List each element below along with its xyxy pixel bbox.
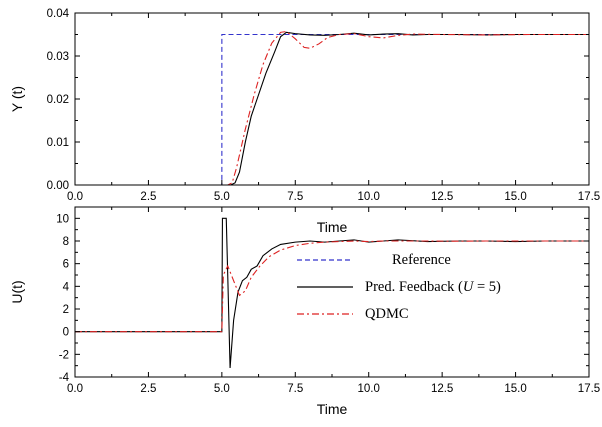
bottom-x-tick-label: 0.0 [67,383,83,395]
bottom-y-tick-label: -2 [59,349,69,361]
top-series-qdmc-line [75,30,589,186]
top-y-axis-label: Y (t) [9,86,25,112]
top-ticks-group: 0.0 2.5 5.0 7.5 10.0 12.5 15.0 17.5 0.00 0.01 0.02… [47,8,601,203]
top-x-tick-label: 10.0 [358,191,380,203]
legend-pred-var: U [463,279,475,295]
legend-pred-prefix: Pred. Feedback ( [365,279,463,295]
bottom-y-tick-label: 10 [56,213,69,225]
bottom-y-tick-label: 0 [63,327,69,339]
top-series-group [75,30,589,186]
legend-pred-suffix: = 5) [473,279,501,295]
legend: Reference Pred. Feedback (U = 5) QDMC [297,252,501,322]
bottom-panel: 0.0 2.5 5.0 7.5 10.0 12.5 15.0 17.5-4-20246810 … [9,206,600,417]
bottom-series-group [75,217,589,368]
bottom-x-tick-label: 15.0 [504,383,526,395]
top-series-pred-feedback-u-5-line [75,31,589,186]
bottom-y-tick-label: 8 [63,236,69,248]
legend-qdmc-label: QDMC [365,306,409,322]
top-x-tick-label: 5.0 [214,191,230,203]
bottom-x-tick-label: 17.5 [578,383,600,395]
top-plot-frame [74,12,590,186]
top-series-reference-line [75,33,589,186]
legend-pred-feedback-label: Pred. Feedback (U = 5) [365,279,501,295]
top-x-tick-label: 0.0 [67,191,83,203]
top-x-tick-label: 7.5 [287,191,303,203]
bottom-x-tick-label: 12.5 [431,383,453,395]
bottom-y-tick-label: 6 [63,259,69,271]
bottom-series-qdmc-line [75,240,589,333]
top-y-tick-label: 0.00 [47,180,69,192]
top-x-tick-label: 2.5 [140,191,156,203]
bottom-ticks-group: 0.0 2.5 5.0 7.5 10.0 12.5 15.0 17.5 -4 -2 0 2 4 6 8 10 [56,207,600,395]
legend-reference-label: Reference [392,252,451,268]
top-y-tick-label: 0.04 [47,8,70,20]
bottom-x-tick-label: 7.5 [287,383,303,395]
bottom-y-axis-label: U(t) [9,280,25,303]
bottom-x-tick-label: 10.0 [358,383,380,395]
top-x-axis-label: Time [317,219,348,235]
bottom-y-tick-label: 4 [63,281,70,293]
top-x-tick-label: 12.5 [431,191,453,203]
bottom-x-tick-label: 2.5 [140,383,156,395]
top-y-tick-label: 0.01 [47,137,69,149]
top-x-tick-label: 17.5 [578,191,600,203]
bottom-x-tick-label: 5.0 [214,383,230,395]
top-panel: 0.0 2.5 5.0 7.5 10.0 12.5 15.0 17.5 0.00 0.01 0.02… [9,8,600,322]
top-x-tick-label: 15.0 [504,191,526,203]
bottom-x-axis-label: Time [317,401,348,417]
bottom-y-tick-label: -4 [59,372,70,384]
bottom-y-tick-label: 2 [63,304,69,316]
top-y-tick-label: 0.03 [47,51,69,63]
top-y-tick-label: 0.02 [47,94,69,106]
